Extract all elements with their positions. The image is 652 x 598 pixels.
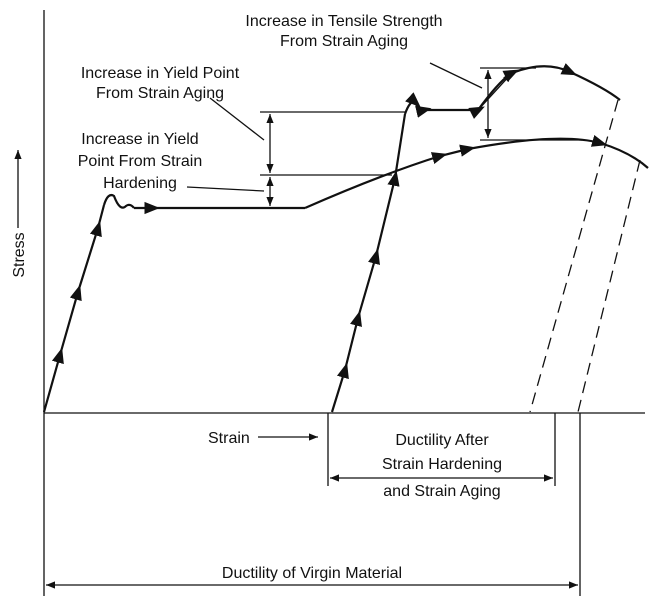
label-line: Strain Hardening: [382, 456, 502, 473]
label-line: From Strain Aging: [280, 33, 408, 50]
label-line: Ductility After: [395, 432, 489, 449]
label-line: Hardening: [103, 175, 177, 192]
label-line: Increase in Yield: [81, 131, 198, 148]
reload-curve: [330, 63, 621, 413]
dashed-unload: [529, 99, 641, 413]
label-line: From Strain Aging: [96, 85, 224, 102]
label-line: Point From Strain: [78, 153, 202, 170]
y-axis-label: Stress: [11, 232, 28, 277]
label-line: Increase in Yield Point: [81, 65, 240, 82]
x-axis-label: Strain: [208, 430, 250, 447]
annotation-lines: [14, 62, 582, 589]
axes: [43, 10, 645, 596]
label: Ductility of Virgin Material: [222, 565, 402, 582]
label-line: Increase in Tensile Strength: [245, 13, 442, 30]
label-line: and Strain Aging: [383, 483, 500, 500]
